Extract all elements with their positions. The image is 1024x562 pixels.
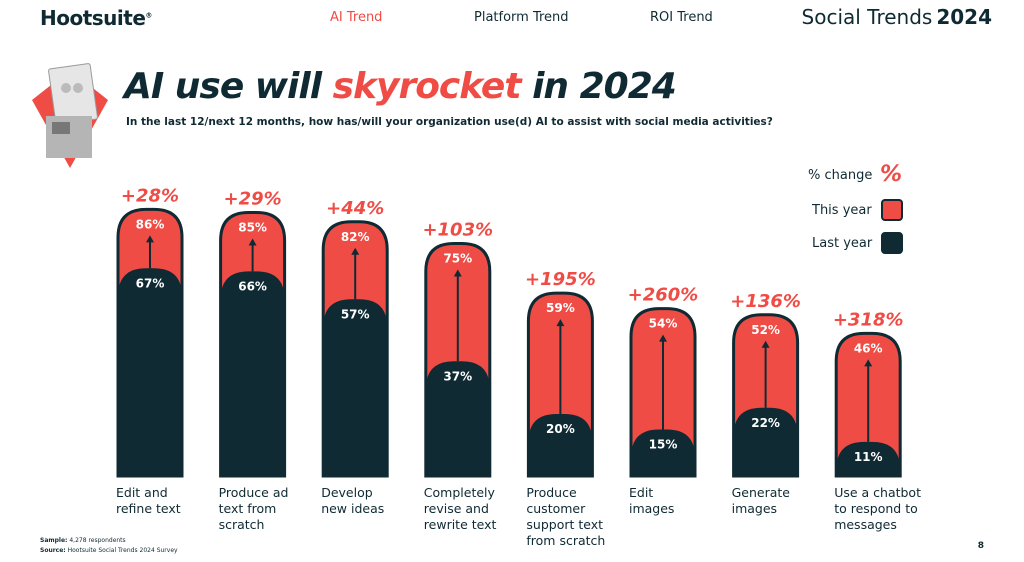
- category-label: new ideas: [321, 501, 384, 516]
- change-arrow-head: [351, 247, 360, 255]
- category-label: to respond to: [834, 501, 918, 516]
- bar-last-year: [425, 361, 490, 476]
- category-label: revise and: [424, 501, 489, 516]
- category-label: text from: [219, 501, 277, 516]
- report-year: 2024: [936, 5, 992, 29]
- data-label-this-year: 52%: [751, 323, 780, 337]
- bar-last-year: [631, 429, 695, 476]
- tab-roi-trend[interactable]: ROI Trend: [650, 10, 713, 25]
- category-label: Produce: [526, 485, 577, 500]
- change-label: +44%: [326, 198, 384, 219]
- data-label-this-year: 59%: [546, 301, 575, 315]
- data-label-this-year: 46%: [854, 341, 883, 355]
- bar-last-year: [220, 271, 285, 476]
- data-label-this-year: 54%: [649, 317, 678, 331]
- data-label-last-year: 20%: [546, 422, 575, 436]
- category-label: images: [732, 501, 777, 516]
- category-label: messages: [834, 517, 897, 532]
- data-label-last-year: 11%: [854, 450, 883, 464]
- data-label-last-year: 67%: [136, 276, 165, 290]
- report-title: Social Trends 2024: [802, 5, 992, 29]
- data-label-last-year: 15%: [649, 438, 678, 452]
- page-number: 8: [977, 541, 984, 551]
- category-label: support text: [526, 517, 603, 532]
- data-label-this-year: 82%: [341, 230, 370, 244]
- category-label: Edit: [629, 485, 653, 500]
- category-label: rewrite text: [424, 517, 497, 532]
- slide-title: AI use will skyrocket in 2024: [124, 66, 677, 107]
- data-label-this-year: 75%: [443, 252, 472, 266]
- data-label-this-year: 86%: [136, 217, 165, 231]
- legend-this-year-swatch: [881, 199, 903, 221]
- cover-block: [52, 122, 70, 134]
- change-arrow-head: [556, 319, 565, 327]
- change-arrow-head: [248, 238, 257, 246]
- data-label-last-year: 22%: [751, 416, 780, 430]
- category-label: Completely: [424, 485, 496, 500]
- category-label: Produce ad: [219, 485, 289, 500]
- sample-value: 4,278 respondents: [67, 537, 126, 544]
- sample-note: Sample: 4,278 respondents: [40, 537, 126, 544]
- data-label-last-year: 37%: [443, 369, 472, 383]
- source-label: Source:: [40, 547, 66, 554]
- category-label: customer: [526, 501, 586, 516]
- category-label: scratch: [219, 517, 265, 532]
- change-label: +195%: [525, 269, 596, 290]
- bar-last-year: [733, 407, 798, 476]
- change-arrow-head: [659, 334, 667, 342]
- bar-last-year: [836, 441, 901, 476]
- cover-badge-2: [73, 83, 83, 93]
- legend-last-year-label: Last year: [812, 236, 873, 251]
- source-value: Hootsuite Social Trends 2024 Survey: [65, 547, 178, 554]
- tab-platform-trend[interactable]: Platform Trend: [474, 10, 569, 25]
- change-arrow-head: [864, 359, 873, 367]
- data-label-this-year: 85%: [238, 221, 267, 235]
- tab-ai-trend[interactable]: AI Trend: [330, 10, 383, 25]
- data-label-last-year: 57%: [341, 307, 370, 321]
- brand-mark: ®: [145, 11, 152, 20]
- title-part-1: AI use will: [124, 66, 333, 107]
- legend-this-year-label: This year: [812, 203, 872, 218]
- bar-last-year: [323, 299, 388, 476]
- change-label: +260%: [628, 285, 699, 306]
- legend-change-label: % change: [808, 168, 873, 183]
- hootsuite-logo[interactable]: Hootsuite®: [40, 6, 152, 30]
- change-arrow-head: [146, 235, 154, 243]
- title-highlight: skyrocket: [332, 66, 522, 107]
- source-note: Source: Hootsuite Social Trends 2024 Sur…: [40, 547, 178, 554]
- bar-last-year: [118, 268, 182, 476]
- brand-name: Hootsuite: [40, 6, 146, 30]
- change-label: +28%: [121, 185, 179, 206]
- category-label: Develop: [321, 485, 373, 500]
- change-label: +318%: [833, 309, 904, 330]
- bar-last-year: [528, 414, 593, 476]
- category-label: Edit and: [116, 485, 168, 500]
- category-label: refine text: [116, 501, 181, 516]
- category-label: Use a chatbot: [834, 485, 921, 500]
- data-label-last-year: 66%: [238, 279, 267, 293]
- category-label: from scratch: [526, 533, 605, 548]
- change-label: +103%: [422, 220, 493, 241]
- change-label: +29%: [224, 189, 282, 210]
- report-cover-graphic: [32, 63, 108, 168]
- change-arrow-head: [761, 340, 770, 348]
- report-title-text: Social Trends: [801, 5, 933, 29]
- cover-badge-1: [61, 83, 71, 93]
- slide-subtitle: In the last 12/next 12 months, how has/w…: [126, 116, 773, 128]
- category-label: images: [629, 501, 674, 516]
- change-label: +136%: [730, 291, 801, 312]
- change-arrow-head: [453, 269, 462, 277]
- sample-label: Sample:: [40, 537, 68, 544]
- title-part-2: in 2024: [520, 66, 677, 107]
- legend-change-symbol: %: [880, 162, 903, 187]
- legend-last-year-swatch: [881, 232, 903, 254]
- category-label: Generate: [732, 485, 791, 500]
